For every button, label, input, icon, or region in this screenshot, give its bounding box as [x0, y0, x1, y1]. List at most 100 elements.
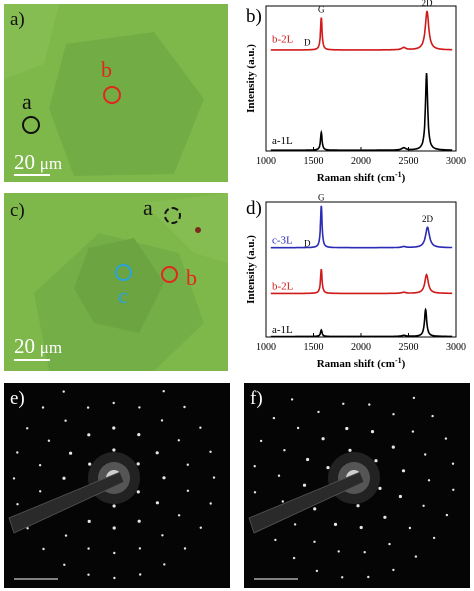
series-label-a-1L: a-1L — [272, 135, 293, 147]
diffraction-spot — [326, 466, 330, 470]
peak-label-G: G — [318, 4, 325, 14]
diffraction-spot — [306, 457, 310, 462]
diffraction-spot — [199, 526, 202, 529]
scale-bar — [14, 174, 50, 176]
series-label-a-1L: a-1L — [272, 324, 293, 336]
diffraction-spot — [87, 519, 91, 523]
panel-label: b) — [246, 6, 262, 27]
diffraction-spot — [112, 448, 116, 452]
spot-label-a: a — [143, 195, 153, 220]
x-axis-label: Raman shift (cm-1) — [317, 356, 406, 370]
diffraction-pattern — [248, 396, 455, 580]
diffraction-spot — [341, 576, 344, 579]
series-label-b-2L: b-2L — [272, 33, 294, 45]
spot-label-b: b — [186, 265, 197, 290]
diffraction-spot — [186, 463, 189, 466]
measurement-spot-c — [115, 264, 132, 281]
x-tick-label: 3000 — [446, 156, 466, 167]
diffraction-spot — [445, 513, 449, 517]
diffraction-spot — [136, 490, 140, 494]
diffraction-spot — [69, 451, 73, 455]
diffraction-spot — [281, 500, 284, 503]
flake-shapes — [4, 4, 204, 176]
spot-label-b: b — [101, 57, 112, 82]
diffraction-spot — [321, 437, 325, 441]
diffraction-spot — [38, 464, 42, 467]
diffraction-spot — [313, 540, 316, 543]
peak-label-G: G — [318, 192, 325, 202]
scale-unit: μm — [39, 154, 63, 173]
x-axis-label-sup: -1 — [395, 170, 402, 179]
diffraction-spot — [293, 523, 297, 526]
diffraction-spot — [42, 547, 45, 551]
diffraction-spot — [383, 515, 387, 519]
diffraction-spot — [183, 547, 187, 550]
diffraction-spot — [333, 522, 338, 526]
x-tick-label: 1000 — [256, 156, 276, 167]
diffraction-spot — [431, 414, 434, 418]
diffraction-spot — [444, 437, 448, 440]
x-tick-label: 3000 — [446, 342, 466, 353]
measurement-spot-a — [22, 116, 40, 134]
measurement-spot-b — [161, 266, 178, 283]
diffraction-spot — [388, 542, 391, 546]
diffraction-spot — [414, 555, 418, 558]
diffraction-spot — [359, 525, 363, 530]
diffraction-spot — [422, 504, 425, 507]
scale-label: 20 μm — [14, 152, 62, 173]
diffraction-spot — [452, 488, 455, 491]
diffraction-spot — [274, 538, 277, 542]
x-tick-label: 1500 — [304, 156, 324, 167]
diffraction-spot — [112, 426, 116, 430]
scale-label: 20 μm — [14, 336, 62, 357]
raman-chart-d-svg: 1000 1500 2000 2500 3000 Raman shift (cm-1) In… — [245, 192, 466, 370]
raman-chart-d: 1000 1500 2000 2500 3000 Raman shift (cm-1) In… — [236, 192, 472, 382]
diffraction-spot — [259, 439, 263, 443]
diffraction-spot — [137, 433, 141, 437]
diffraction-spot — [367, 575, 370, 579]
panel-label: d) — [246, 198, 262, 219]
diffraction-spot — [209, 450, 212, 453]
diffraction-spot — [348, 448, 352, 452]
scale-bar — [14, 359, 50, 361]
series-line-a-1L — [270, 307, 453, 338]
diffraction-spot — [356, 504, 360, 508]
beam-stop — [8, 471, 125, 534]
raman-chart-b: 1000 1500 2000 2500 3000 Raman shift (cm-1) In… — [236, 0, 472, 192]
raman-chart-b-svg: 1000 1500 2000 2500 3000 Raman shift (cm-1) In… — [245, 0, 466, 184]
diffraction-spot — [212, 476, 216, 479]
peak-label-2D: 2D — [422, 214, 434, 224]
diffraction-spot — [317, 410, 320, 414]
x-tick-label: 2500 — [399, 156, 419, 167]
diffraction-spot — [16, 451, 19, 454]
y-axis-label: Intensity (a.u.) — [245, 235, 257, 304]
diffraction-spot — [253, 491, 257, 494]
panel-label: e) — [10, 388, 25, 409]
diffraction-spot — [64, 534, 68, 537]
diffraction-spot — [41, 406, 45, 409]
panel-c-optical-image: c) a b c 20 μm — [4, 193, 228, 371]
diffraction-spot — [112, 401, 115, 405]
diffraction-spot — [12, 477, 16, 480]
diffraction-spot — [139, 573, 142, 576]
peak-label-2D: 2D — [422, 0, 434, 8]
diffraction-spot — [160, 419, 164, 422]
diffraction-spot — [87, 547, 90, 550]
x-axis-label-sup: -1 — [395, 356, 402, 365]
x-axis-label-close: ) — [402, 172, 406, 184]
x-axis-label: Raman shift (cm-1) — [317, 170, 406, 184]
diffraction-spot — [62, 390, 65, 393]
diffraction-spot — [277, 474, 281, 477]
diffraction-spot — [209, 502, 212, 505]
diffraction-spot — [342, 402, 345, 405]
diffraction-spot — [138, 406, 141, 409]
panel-label: f) — [250, 388, 263, 409]
diffraction-spot — [62, 476, 66, 480]
diffraction-spot — [113, 551, 116, 555]
diffraction-spot — [374, 459, 378, 463]
x-tick-label: 1000 — [256, 342, 276, 353]
measurement-spot-a — [164, 207, 181, 224]
series-line-b-2L — [270, 269, 453, 295]
diffraction-spot — [401, 469, 406, 473]
diffraction-spot — [162, 476, 166, 480]
